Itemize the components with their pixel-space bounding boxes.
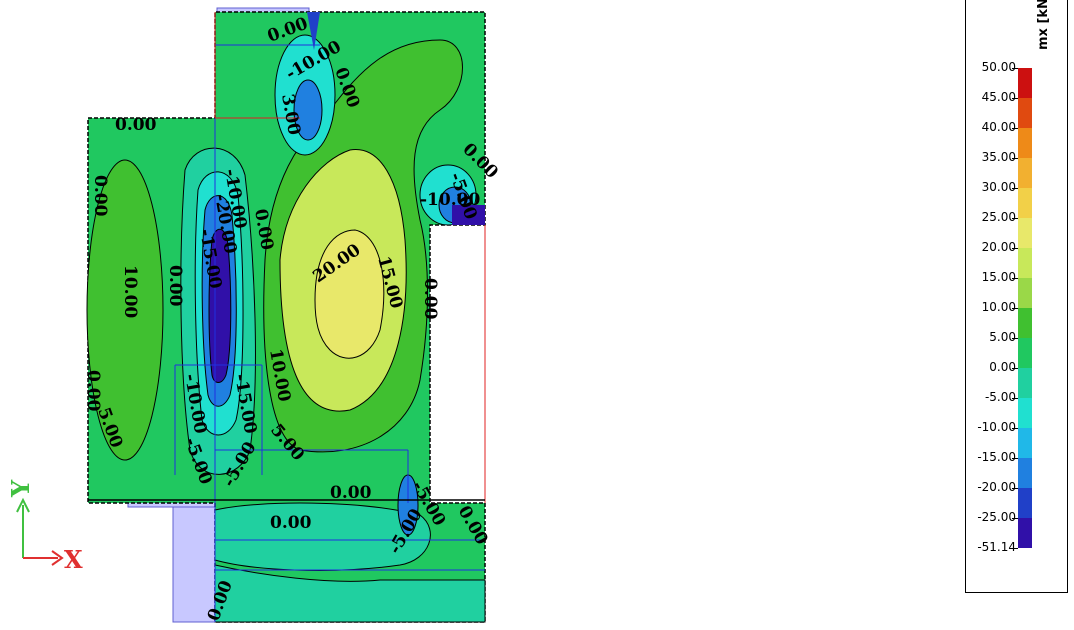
legend-tick [1012,518,1018,519]
contour-plot[interactable]: 0.00 0.00 0.00 10.00 0.00 0.00 5.00 -10.… [0,0,960,630]
legend-swatch [1018,398,1032,428]
legend-tick [1012,428,1018,429]
legend-tick-label: 45.00 [981,90,1016,104]
contour-label: 0.00 [270,513,312,533]
legend-swatch [1018,188,1032,218]
legend-tick [1012,308,1018,309]
legend-tick [1012,188,1018,189]
legend-tick-label: -5.00 [984,390,1016,404]
legend-tick-label: 25.00 [981,210,1016,224]
grid-lines [174,44,485,622]
contour-top-blue [293,79,323,141]
contour-bottom-teal [214,502,431,571]
legend-swatch [1018,98,1032,128]
legend-tick [1012,218,1018,219]
contour-label: 0.00 [330,483,372,503]
legend-tick [1012,248,1018,249]
legend-swatch [1018,488,1032,518]
legend-swatch [1018,458,1032,488]
legend-swatch [1018,218,1032,248]
contour-label: 0.00 [420,278,440,320]
color-legend: mx [kNm/m] 50.00 45.00 40.00 35.00 30.00 25.0… [965,0,1068,593]
contour-top-dark [307,12,320,50]
legend-swatch [1018,158,1032,188]
legend-tick-label: -51.14 [977,540,1016,554]
legend-tick [1012,158,1018,159]
legend-tick [1012,398,1018,399]
legend-tick [1012,338,1018,339]
legend-swatch [1018,428,1032,458]
contour-label: 10.00 [120,265,140,318]
legend-swatch [1018,338,1032,368]
x-axis-label: X [64,545,83,574]
legend-unit-label: mx [kNm/m] [1036,0,1051,50]
legend-tick [1012,368,1018,369]
support-lines [214,12,486,503]
legend-swatch [1018,248,1032,278]
legend-swatch [1018,128,1032,158]
legend-tick [1012,98,1018,99]
legend-swatch [1018,518,1032,548]
contour-label: 0.00 [90,175,110,217]
legend-tick-label: 30.00 [981,180,1016,194]
legend-tick [1012,278,1018,279]
legend-tick-label: 40.00 [981,120,1016,134]
legend-swatch [1018,368,1032,398]
legend-tick [1012,458,1018,459]
legend-tick [1012,548,1018,549]
legend-tick-label: -15.00 [977,450,1016,464]
contour-label: 0.00 [115,115,157,135]
legend-swatch [1018,278,1032,308]
legend-tick-label: -10.00 [977,420,1016,434]
contour-label: 0.00 [83,370,103,412]
legend-tick-label: 5.00 [989,330,1016,344]
legend-tick [1012,488,1018,489]
legend-tick-label: 10.00 [981,300,1016,314]
contour-label: -10.00 [420,190,480,210]
legend-tick-label: -20.00 [977,480,1016,494]
contour-darkblue-band [208,228,232,383]
legend-tick-label: -25.00 [977,510,1016,524]
axis-indicator: Y X [6,479,83,574]
contour-label: 0.00 [165,265,185,307]
legend-tick-label: 20.00 [981,240,1016,254]
legend-tick [1012,68,1018,69]
legend-swatch [1018,308,1032,338]
contour-right-dark [452,205,485,225]
legend-tick-label: 0.00 [989,360,1016,374]
legend-tick-label: 50.00 [981,60,1016,74]
legend-tick-label: 35.00 [981,150,1016,164]
legend-swatch [1018,68,1032,98]
contour-left-green [86,159,164,461]
legend-tick-label: 15.00 [981,270,1016,284]
column-bottom-left [172,499,218,623]
y-axis-label: Y [6,479,35,498]
contour-yellow [314,229,385,359]
legend-tick [1012,128,1018,129]
